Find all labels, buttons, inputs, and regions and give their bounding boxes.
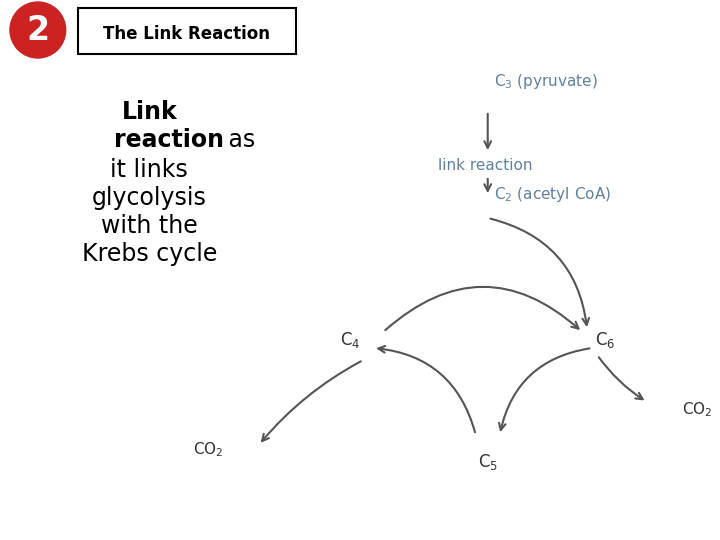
FancyBboxPatch shape: [78, 8, 296, 54]
Text: 2: 2: [26, 14, 50, 46]
Text: glycolysis: glycolysis: [92, 186, 207, 210]
Text: CO$_2$: CO$_2$: [194, 441, 224, 460]
Text: C$_3$ (pyruvate): C$_3$ (pyruvate): [494, 72, 598, 91]
Text: C$_5$: C$_5$: [477, 452, 498, 472]
Text: Krebs cycle: Krebs cycle: [81, 242, 217, 266]
Text: with the: with the: [101, 214, 198, 238]
Text: it links: it links: [110, 158, 188, 182]
Text: Link: Link: [122, 100, 177, 124]
Text: The Link Reaction: The Link Reaction: [103, 25, 269, 43]
Text: as: as: [221, 128, 255, 152]
Text: C$_4$: C$_4$: [340, 330, 360, 350]
Text: link reaction: link reaction: [438, 158, 533, 173]
Text: reaction: reaction: [114, 128, 225, 152]
Text: C$_6$: C$_6$: [595, 330, 616, 350]
Text: C$_2$ (acetyl CoA): C$_2$ (acetyl CoA): [494, 185, 611, 204]
Text: CO$_2$: CO$_2$: [682, 401, 712, 420]
Circle shape: [10, 2, 66, 58]
